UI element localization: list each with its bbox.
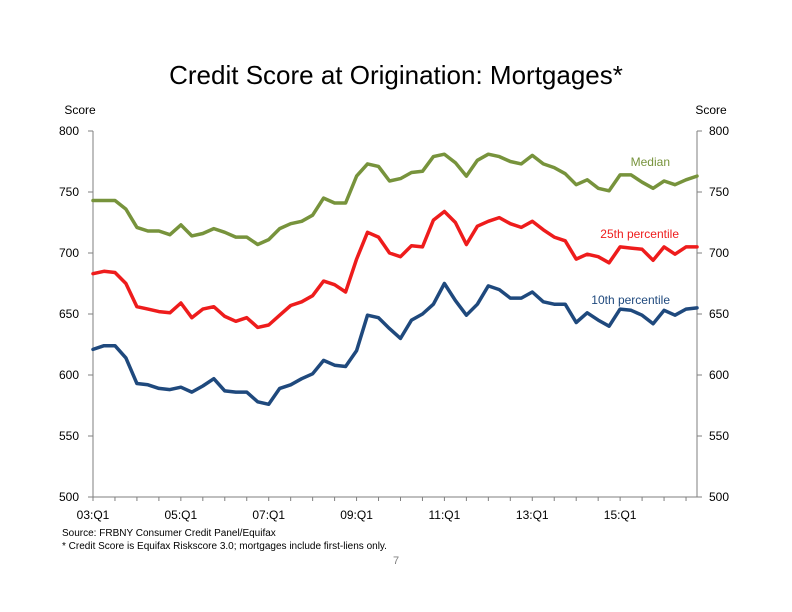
series-label-25th-percentile: 25th percentile — [600, 227, 679, 241]
series-label-10th-percentile: 10th percentile — [591, 293, 670, 307]
y-tick-label-right: 650 — [709, 307, 729, 321]
plot-frame — [92, 131, 698, 498]
y-tick-label-right: 700 — [709, 246, 729, 260]
source-note: Source: FRBNY Consumer Credit Panel/Equi… — [62, 528, 276, 539]
series-line-25th-percentile — [91, 209, 699, 330]
y-tick-label-left: 600 — [59, 368, 79, 382]
x-tick-label: 03:Q1 — [77, 508, 110, 522]
y-tick-label-left: 650 — [59, 307, 79, 321]
left-y-axis: 500 550 600 650 700 750 800 — [59, 124, 93, 504]
chart-title: Credit Score at Origination: Mortgages* — [169, 60, 623, 90]
y-tick-label-right: 600 — [709, 368, 729, 382]
y-tick-label-left: 550 — [59, 429, 79, 443]
series-lines — [91, 152, 699, 407]
footnote: * Credit Score is Equifax Riskscore 3.0;… — [62, 541, 387, 552]
x-tick-label: 07:Q1 — [252, 508, 285, 522]
x-tick-label: 13:Q1 — [516, 508, 549, 522]
series-line-10th-percentile — [91, 281, 699, 407]
y-tick-label-left: 750 — [59, 185, 79, 199]
y-tick-label-left: 800 — [59, 124, 79, 138]
right-y-axis: 500 550 600 650 700 750 800 — [697, 124, 729, 504]
y-tick-label-left: 500 — [59, 490, 79, 504]
series-labels: Median 25th percentile 10th percentile — [591, 155, 679, 307]
y-axis-label-left: Score — [64, 103, 96, 117]
y-tick-label-right: 500 — [709, 490, 729, 504]
y-tick-label-right: 550 — [709, 429, 729, 443]
page-number: 7 — [392, 555, 400, 567]
series-line-median — [91, 152, 699, 247]
x-tick-label: 11:Q1 — [429, 508, 461, 522]
x-tick-label: 05:Q1 — [165, 508, 198, 522]
y-tick-label-right: 750 — [709, 185, 729, 199]
y-tick-label-right: 800 — [709, 124, 729, 138]
series-label-median: Median — [631, 155, 670, 169]
x-tick-label: 15:Q1 — [604, 508, 637, 522]
x-axis: 03:Q1 05:Q1 07:Q1 09:Q1 11:Q1 13:Q1 15:Q1 — [77, 497, 687, 522]
y-axis-label-right: Score — [695, 103, 727, 117]
y-tick-label-left: 700 — [59, 246, 79, 260]
x-tick-label: 09:Q1 — [340, 508, 373, 522]
